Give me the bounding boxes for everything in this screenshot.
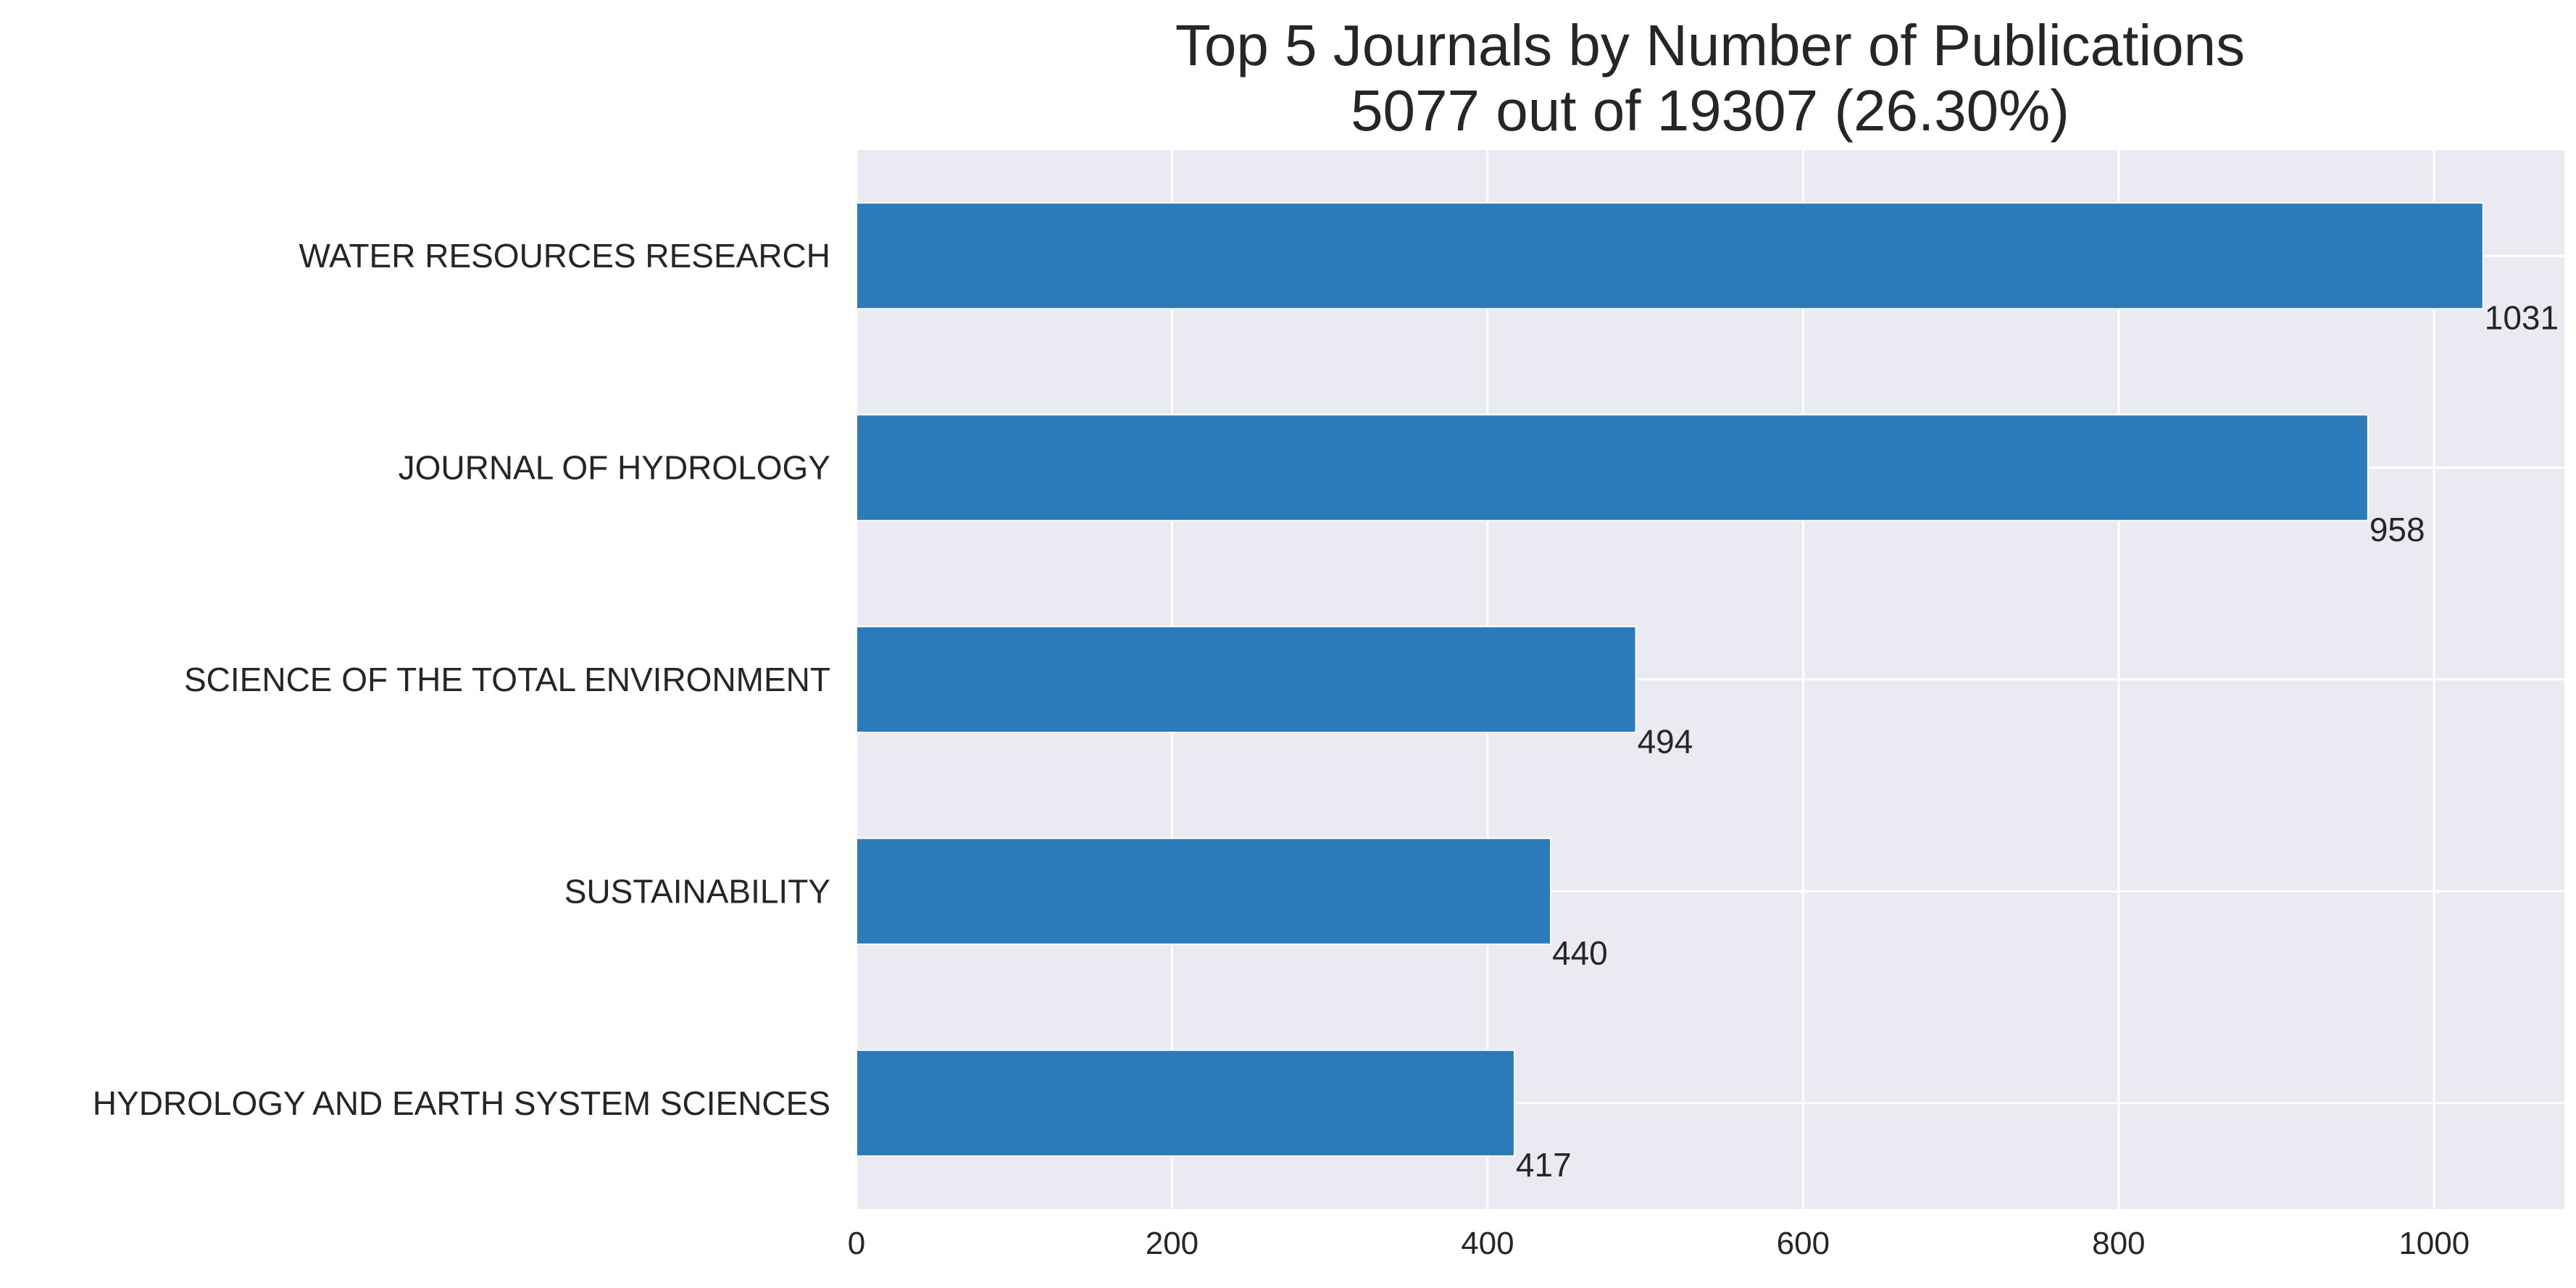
category-label: JOURNAL OF HYDROLOGY	[399, 449, 830, 487]
x-tick-label: 0	[848, 1226, 865, 1261]
category-label: SUSTAINABILITY	[564, 872, 830, 910]
x-tick-label: 400	[1461, 1226, 1514, 1261]
bars	[856, 202, 2484, 1157]
value-label: 958	[2369, 511, 2425, 548]
value-label: 440	[1552, 934, 1608, 972]
bar	[856, 837, 1551, 945]
bar	[856, 625, 1637, 734]
value-labels: 1031 958 494 440 417	[1516, 298, 2559, 1184]
category-labels: WATER RESOURCES RESEARCH JOURNAL OF HYDRO…	[93, 237, 830, 1122]
x-axis-ticks: 0 200 400 600 800 1000	[848, 1226, 2469, 1261]
bar	[856, 1049, 1515, 1157]
chart-title: Top 5 Journals by Number of Publications	[1175, 13, 2245, 78]
category-label: HYDROLOGY AND EARTH SYSTEM SCIENCES	[93, 1084, 830, 1122]
bar	[856, 202, 2484, 310]
value-label: 494	[1638, 722, 1693, 760]
x-tick-label: 600	[1777, 1226, 1830, 1261]
x-tick-label: 200	[1146, 1226, 1199, 1261]
x-tick-label: 800	[2092, 1226, 2145, 1261]
x-tick-label: 1000	[2398, 1226, 2469, 1261]
category-label: WATER RESOURCES RESEARCH	[299, 237, 830, 275]
value-label: 1031	[2485, 298, 2559, 336]
category-label: SCIENCE OF THE TOTAL ENVIRONMENT	[184, 661, 830, 698]
value-label: 417	[1516, 1146, 1572, 1184]
bar	[856, 414, 2369, 522]
chart-subtitle: 5077 out of 19307 (26.30%)	[1351, 78, 2069, 143]
